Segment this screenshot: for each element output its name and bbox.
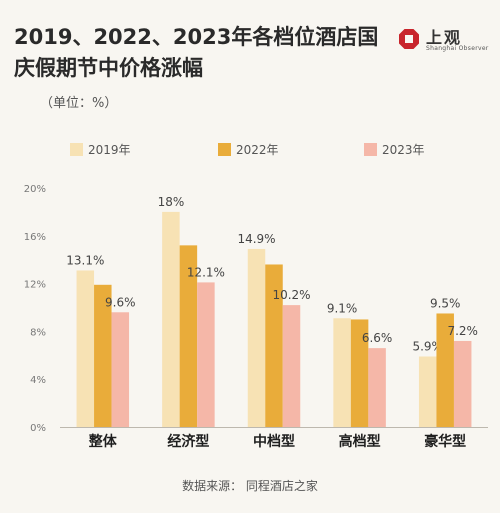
logo-name: 上观 <box>426 28 463 47</box>
logo-subtitle: Shanghai Observer <box>426 45 489 52</box>
legend-label: 2022年 <box>236 143 279 157</box>
chart-title: 2019、2022、2023年各档位酒店国庆假期节中价格涨幅 <box>14 25 379 80</box>
data-label: 14.9% <box>237 232 275 246</box>
bar-2022年-经济型 <box>179 245 198 427</box>
y-tick-label: 4% <box>30 375 46 386</box>
data-label: 13.1% <box>66 253 104 267</box>
data-label: 6.6% <box>362 331 393 345</box>
bar-2023年-经济型 <box>197 282 215 427</box>
data-label: 9.6% <box>105 295 136 309</box>
data-label: 18% <box>158 195 185 209</box>
category-label: 经济型 <box>167 433 209 450</box>
bar-2023年-中档型 <box>282 305 301 427</box>
y-tick-label: 8% <box>30 327 46 338</box>
legend-swatch <box>70 143 83 156</box>
bar-2019年-中档型 <box>247 248 266 427</box>
data-source: 数据来源： 同程酒店之家 <box>182 479 318 493</box>
legend-label: 2019年 <box>88 143 131 157</box>
bar-2023年-整体 <box>111 312 130 427</box>
data-label: 12.1% <box>187 265 225 279</box>
data-label: 10.2% <box>272 288 310 302</box>
bar-2022年-中档型 <box>265 264 283 427</box>
y-tick-label: 20% <box>24 184 46 195</box>
bar-2019年-高档型 <box>333 318 351 427</box>
bar-2019年-经济型 <box>162 211 180 427</box>
category-label: 中档型 <box>253 433 295 450</box>
data-label: 9.1% <box>327 301 358 315</box>
legend-swatch <box>218 143 231 156</box>
bar-2023年-豪华型 <box>453 340 472 427</box>
data-label: 7.2% <box>447 324 478 338</box>
data-label: 5.9% <box>412 339 443 353</box>
bar-2019年-整体 <box>76 270 95 427</box>
logo-icon <box>399 29 419 49</box>
y-tick-label: 0% <box>30 423 46 434</box>
bar-2023年-高档型 <box>368 348 386 427</box>
y-tick-label: 12% <box>24 280 46 291</box>
unit-label: （单位：%） <box>40 96 118 111</box>
data-label: 9.5% <box>430 296 461 310</box>
legend-swatch <box>364 143 377 156</box>
bar-2022年-高档型 <box>350 319 369 427</box>
bar-2022年-豪华型 <box>436 313 454 427</box>
y-tick-label: 16% <box>24 232 46 243</box>
shanghai-observer-logo: 上观 Shanghai Observer <box>398 24 494 64</box>
category-label: 高档型 <box>339 433 381 450</box>
bar-2022年-整体 <box>94 284 112 427</box>
category-label: 豪华型 <box>424 433 466 450</box>
category-label: 整体 <box>88 433 118 450</box>
bar-2019年-豪华型 <box>418 356 437 427</box>
legend-label: 2023年 <box>382 143 425 157</box>
